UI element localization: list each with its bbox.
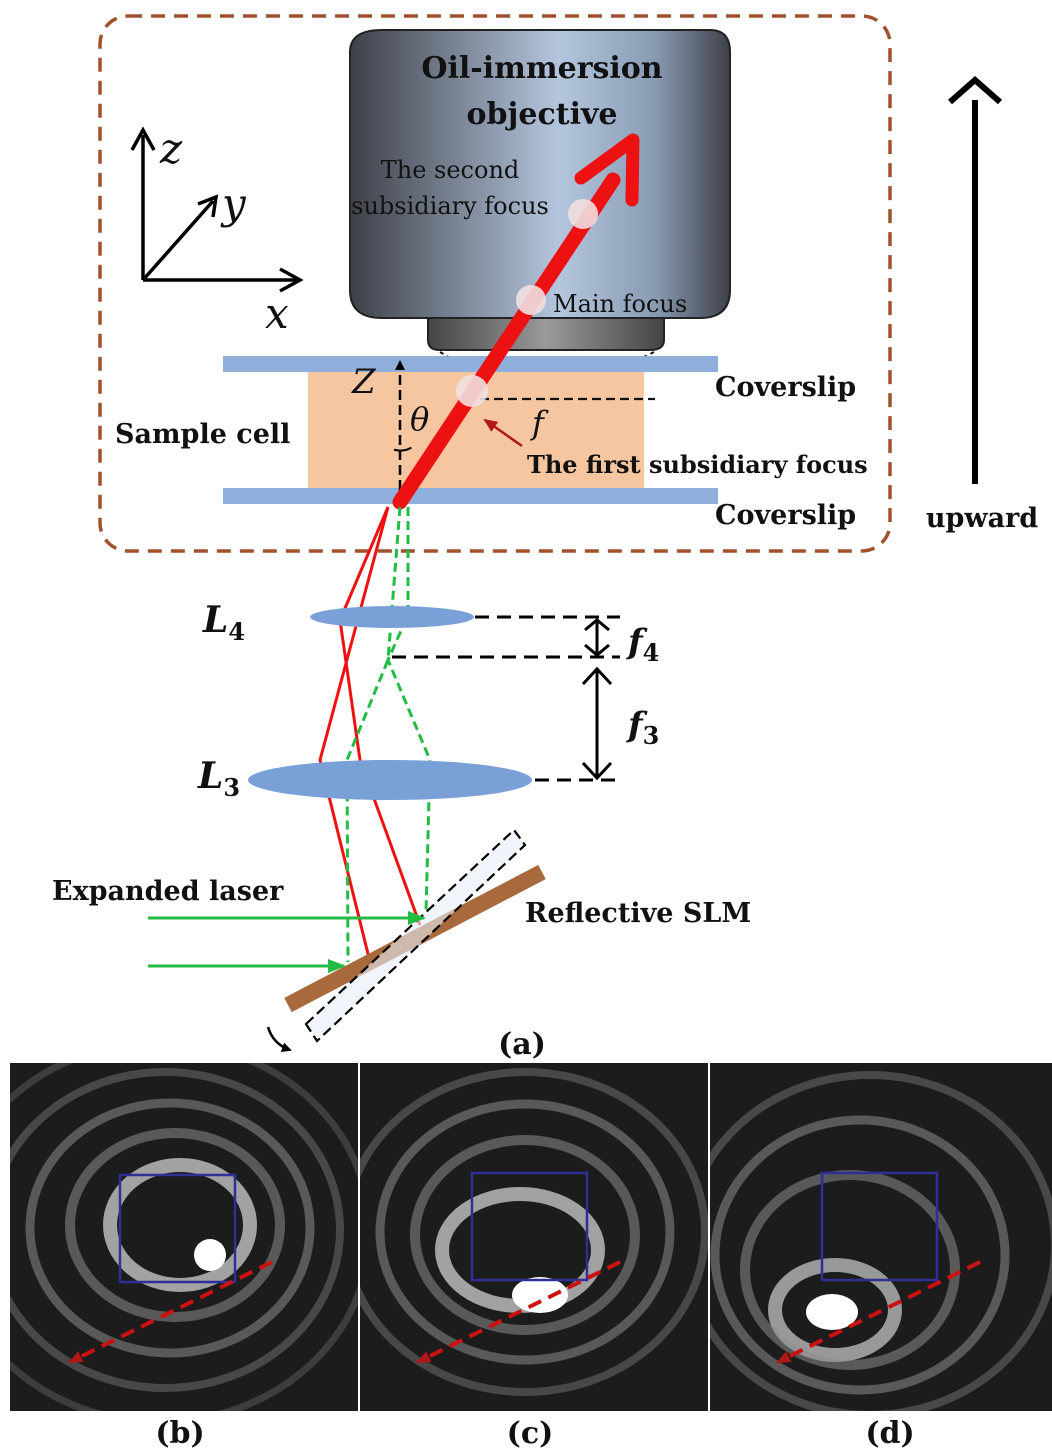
objective (349, 29, 731, 351)
second-focus-label-line2: subsidiary focus (351, 192, 549, 220)
theta-label: θ (410, 400, 429, 438)
coordinate-axes (130, 126, 304, 293)
focal-f3-label: f3 (626, 705, 659, 750)
coverslip-top-label: Coverslip (715, 372, 856, 403)
red-beam-arrowhead (574, 133, 640, 207)
objective-region-frame (98, 14, 892, 553)
red-beam-main (392, 172, 621, 510)
slm-rotated-outline (304, 828, 527, 1043)
panel-c-label: (c) (507, 1416, 554, 1451)
main-focus-label: Main focus (553, 290, 687, 318)
panel-b-image (10, 1063, 358, 1411)
upward-label: upward (926, 503, 1038, 534)
red-beams-lower (318, 506, 422, 963)
panel-c-image (360, 1063, 708, 1411)
axis-y-label: y (220, 179, 247, 228)
panel-b-label: (b) (155, 1416, 204, 1451)
coverslip-top (223, 356, 718, 372)
panel-d-image (710, 1063, 1052, 1411)
coverslip-bottom-label: Coverslip (715, 500, 856, 531)
main-focus-spot (516, 285, 546, 315)
first-focus-pointer (483, 418, 523, 448)
lens-l4-label: L4 (202, 599, 245, 646)
first-focus-label: The first subsidiary focus (527, 450, 868, 479)
theta-arc (393, 446, 412, 452)
second-subsidiary-focus (568, 199, 598, 229)
panel-a-label: (a) (498, 1027, 546, 1062)
axis-x-label: x (265, 289, 289, 338)
coverslip-bottom (223, 488, 718, 504)
axis-z-label: z (159, 124, 183, 173)
second-focus-label-line1: The second (381, 156, 520, 184)
green-beams-lower (345, 506, 432, 963)
expanded-laser-label: Expanded laser (52, 876, 284, 907)
lens-l3-label: L3 (197, 755, 240, 802)
objective-label-line1: Oil-immersion (421, 51, 662, 86)
lens-l4 (310, 606, 474, 628)
focal-markers (392, 615, 622, 782)
panel-d-label: (d) (865, 1416, 914, 1451)
reflective-slm-label: Reflective SLM (525, 898, 751, 929)
first-subsidiary-focus (456, 375, 488, 407)
cell-z-label: Z (351, 362, 377, 402)
lens-l3 (248, 760, 532, 800)
objective-label-line2: objective (467, 97, 618, 132)
slm-rotation-arrow (266, 1026, 292, 1053)
focal-f4-label: f4 (626, 622, 659, 667)
sample-cell-label: Sample cell (115, 419, 290, 450)
